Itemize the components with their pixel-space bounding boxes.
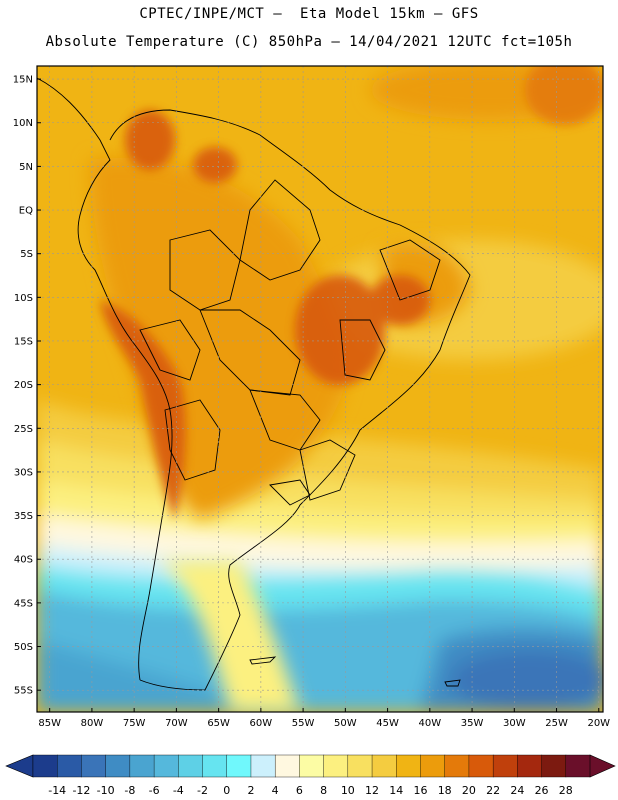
colorbar-swatch (178, 754, 204, 778)
colorbar-swatch (565, 754, 591, 778)
colorbar-label: -12 (72, 784, 90, 797)
colorbar-swatch (517, 754, 543, 778)
lat-tick-label: 10N (13, 118, 33, 129)
lon-tick-label: 70W (165, 718, 188, 729)
colorbar-swatch (129, 754, 155, 778)
lon-tick-label: 80W (81, 718, 104, 729)
lon-tick-label: 55W (292, 718, 315, 729)
colorbar-label: -14 (48, 784, 66, 797)
lat-tick-label: 40S (14, 555, 33, 566)
colorbar-swatch (226, 754, 252, 778)
lat-tick-label: 15S (14, 336, 33, 347)
coastlines (37, 77, 471, 691)
lon-tick-label: 75W (123, 718, 146, 729)
lon-tick-label: 85W (38, 718, 61, 729)
colorbar-swatch (444, 754, 470, 778)
colorbar-swatch (153, 754, 179, 778)
colorbar-swatch (299, 754, 325, 778)
lon-tick-label: 30W (503, 718, 526, 729)
colorbar-label: -10 (97, 784, 115, 797)
colorbar-swatch (396, 754, 421, 778)
colorbar: -14 -12 -10 -8 -6 -4 -2 0 2 4 6 8 10 12 14 16 18 20 22 24 26… (5, 754, 616, 797)
colorbar-label: 28 (559, 784, 573, 797)
colorbar-label: 10 (341, 784, 355, 797)
colorbar-label: 24 (510, 784, 524, 797)
lon-tick-label: 35W (461, 718, 484, 729)
colorbar-label: 2 (247, 784, 254, 797)
lat-tick-label: 55S (14, 686, 33, 697)
colorbar-high-arrow (589, 754, 616, 778)
colorbar-swatch (492, 754, 518, 778)
colorbar-low-arrow (5, 754, 34, 778)
lat-tick-label: 35S (14, 511, 33, 522)
lon-tick-label: 60W (250, 718, 273, 729)
lat-tick-label: EQ (19, 206, 33, 217)
lon-tick-label: 25W (545, 718, 568, 729)
lat-tick-label: 15N (13, 75, 33, 86)
lon-tick-label: 50W (334, 718, 357, 729)
colorbar-swatch (202, 754, 228, 778)
colorbar-label: 0 (223, 784, 230, 797)
colorbar-label: 18 (438, 784, 452, 797)
map-frame (36, 65, 604, 713)
lat-tick-label: 10S (14, 293, 33, 304)
colorbar-label: -8 (124, 784, 135, 797)
lat-tick-label: 5N (19, 162, 33, 173)
colorbar-label: 6 (296, 784, 303, 797)
latitude-labels: 15N 10N 5N EQ 5S 10S 15S 20S 25S 30S 35S 40S 45S 50S 5… (13, 75, 41, 697)
colorbar-swatch (57, 754, 82, 778)
chart-title-line2: Absolute Temperature (C) 850hPa – 14/04/… (45, 34, 573, 50)
colorbar-swatch (32, 754, 58, 778)
colorbar-label: 8 (320, 784, 327, 797)
colorbar-label: 4 (272, 784, 279, 797)
lat-tick-label: 45S (14, 598, 33, 609)
colorbar-label: 26 (535, 784, 549, 797)
colorbar-swatch (250, 754, 276, 778)
colorbar-label: -2 (197, 784, 208, 797)
colorbar-swatch (371, 754, 397, 778)
colorbar-label: 22 (486, 784, 500, 797)
lon-tick-label: 40W (419, 718, 442, 729)
colorbar-label: 20 (462, 784, 476, 797)
temperature-field (37, 66, 603, 712)
lat-tick-label: 25S (14, 424, 33, 435)
lat-tick-label: 5S (20, 249, 33, 260)
colorbar-label: 12 (365, 784, 379, 797)
colorbar-swatch (105, 754, 131, 778)
chart-title-line1: CPTEC/INPE/MCT – Eta Model 15km – GFS (139, 6, 479, 22)
colorbar-swatch (323, 754, 349, 778)
lon-tick-label: 45W (376, 718, 399, 729)
map-grid (37, 66, 603, 712)
lat-tick-label: 50S (14, 642, 33, 653)
colorbar-swatch (274, 754, 300, 778)
lat-tick-label: 20S (14, 380, 33, 391)
colorbar-label: -4 (173, 784, 184, 797)
lat-tick-label: 30S (14, 467, 33, 478)
colorbar-label: -6 (149, 784, 160, 797)
colorbar-label: 16 (413, 784, 427, 797)
colorbar-swatch (81, 754, 107, 778)
lon-tick-label: 65W (207, 718, 230, 729)
longitude-labels: 85W 80W 75W 70W 65W 60W 55W 50W 45W 40W 35W 30W 25W 2… (38, 708, 610, 729)
colorbar-swatch (468, 754, 494, 778)
colorbar-swatch (420, 754, 446, 778)
colorbar-swatch (541, 754, 567, 778)
colorbar-swatch (347, 754, 373, 778)
lon-tick-label: 20W (587, 718, 610, 729)
colorbar-label: 14 (389, 784, 403, 797)
